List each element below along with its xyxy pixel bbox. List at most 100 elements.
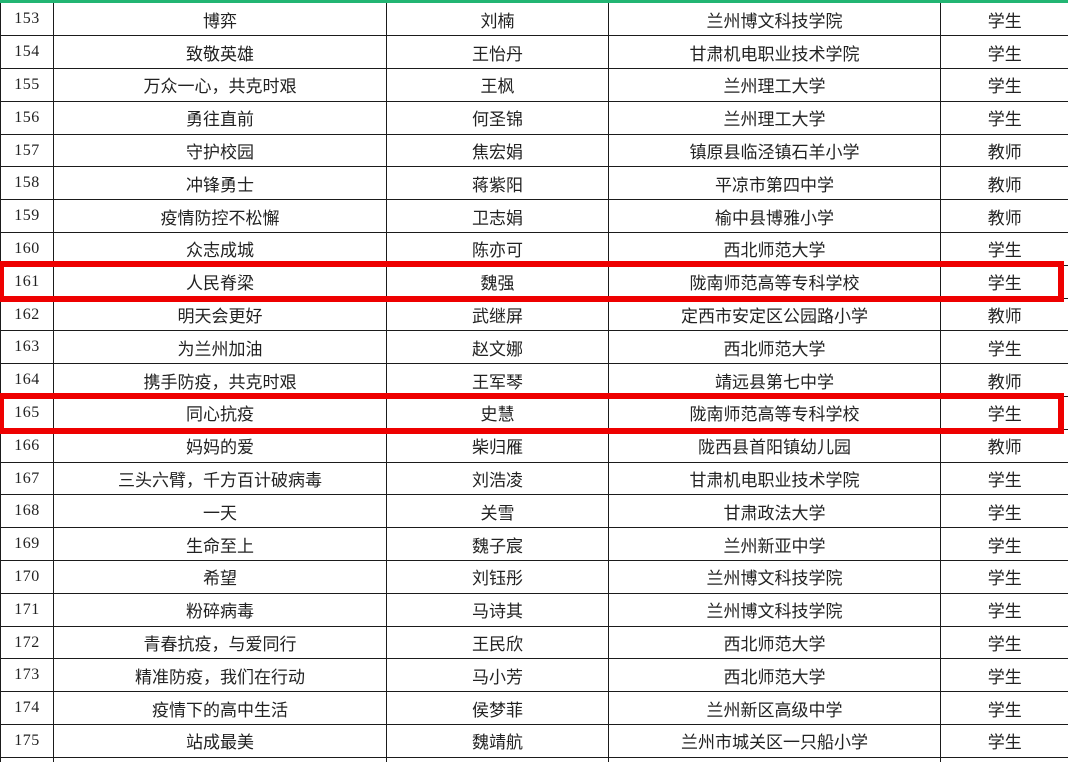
cell-school: 西北师范大学: [608, 232, 941, 266]
cell-name: 焦宏娟: [386, 133, 609, 168]
table-row: 159 疫情防控不松懈 卫志娟 榆中县博雅小学 教师: [0, 199, 1068, 234]
cell-role: 学生: [940, 396, 1068, 430]
cell-school: 陇南师范高等专科学校: [608, 264, 941, 299]
cell-title: [53, 756, 387, 762]
cell-school: 兰州新区高级中学: [608, 691, 941, 726]
cell-school: [608, 756, 941, 762]
cell-name: 赵文娜: [386, 330, 609, 365]
cell-title: 疫情下的高中生活: [53, 691, 387, 726]
cell-school: 甘肃机电职业技术学院: [608, 461, 941, 496]
cell-name: 武继屏: [386, 297, 609, 332]
table-row: 157 守护校园 焦宏娟 镇原县临泾镇石羊小学 教师: [0, 133, 1068, 168]
cell-role: 教师: [940, 363, 1068, 398]
cell-number: 166: [0, 428, 54, 463]
cell-number: 160: [0, 232, 54, 266]
table-row: 173 精准防疫，我们在行动 马小芳 西北师范大学 学生: [0, 658, 1068, 693]
cell-role: 学生: [940, 527, 1068, 562]
cell-title: 妈妈的爱: [53, 428, 387, 463]
cell-role: 学生: [940, 232, 1068, 266]
table-row: 154 致敬英雄 王怡丹 甘肃机电职业技术学院 学生: [0, 35, 1068, 70]
cell-number: 172: [0, 625, 54, 660]
cell-school: 西北师范大学: [608, 330, 941, 365]
cell-name: [386, 756, 609, 762]
cell-title: 携手防疫，共克时艰: [53, 363, 387, 398]
cell-number: 154: [0, 35, 54, 70]
cell-role: 学生: [940, 68, 1068, 102]
table-row: 162 明天会更好 武继屏 定西市安定区公园路小学 教师: [0, 297, 1068, 332]
table-row: 172 青春抗疫，与爱同行 王民欣 西北师范大学 学生: [0, 625, 1068, 660]
cell-number: 175: [0, 724, 54, 758]
cell-number: [0, 756, 54, 762]
cell-title: 众志成城: [53, 232, 387, 266]
cell-school: 甘肃政法大学: [608, 494, 941, 529]
cell-role: 教师: [940, 133, 1068, 168]
cell-number: 159: [0, 199, 54, 234]
cell-school: 陇西县首阳镇幼儿园: [608, 428, 941, 463]
cell-role: 学生: [940, 625, 1068, 660]
cell-title: 明天会更好: [53, 297, 387, 332]
cell-name: 魏子宸: [386, 527, 609, 562]
cell-name: 王民欣: [386, 625, 609, 660]
cell-school: 兰州理工大学: [608, 100, 941, 135]
table-row: 155 万众一心，共克时艰 王枫 兰州理工大学 学生: [0, 68, 1068, 102]
cell-role: 教师: [940, 166, 1068, 201]
cell-title: 博弈: [53, 3, 387, 37]
table-row: 163 为兰州加油 赵文娜 西北师范大学 学生: [0, 330, 1068, 365]
table-row: 160 众志成城 陈亦可 西北师范大学 学生: [0, 232, 1068, 266]
cell-name: 马诗其: [386, 592, 609, 627]
cell-school: 定西市安定区公园路小学: [608, 297, 941, 332]
cell-name: 何圣锦: [386, 100, 609, 135]
cell-title: 站成最美: [53, 724, 387, 758]
cell-school: 兰州理工大学: [608, 68, 941, 102]
cell-name: 刘钰彤: [386, 560, 609, 594]
cell-school: 甘肃机电职业技术学院: [608, 35, 941, 70]
cell-school: 榆中县博雅小学: [608, 199, 941, 234]
cell-role: 教师: [940, 428, 1068, 463]
cell-number: 164: [0, 363, 54, 398]
cell-number: 157: [0, 133, 54, 168]
cell-role: 学生: [940, 691, 1068, 726]
cell-role: 教师: [940, 297, 1068, 332]
cell-name: 史慧: [386, 396, 609, 430]
cell-number: 155: [0, 68, 54, 102]
table-row: 169 生命至上 魏子宸 兰州新亚中学 学生: [0, 527, 1068, 562]
cell-role: 学生: [940, 658, 1068, 693]
cell-title: 一天: [53, 494, 387, 529]
entries-table: 153 博弈 刘楠 兰州博文科技学院 学生 154 致敬英雄 王怡丹 甘肃机电职…: [0, 3, 1068, 762]
cell-number: 168: [0, 494, 54, 529]
cell-school: 兰州博文科技学院: [608, 592, 941, 627]
cell-number: 165: [0, 396, 54, 430]
cell-name: 王枫: [386, 68, 609, 102]
cell-title: 希望: [53, 560, 387, 594]
cell-number: 156: [0, 100, 54, 135]
cell-name: 陈亦可: [386, 232, 609, 266]
cell-title: 精准防疫，我们在行动: [53, 658, 387, 693]
cell-number: 173: [0, 658, 54, 693]
cell-name: 魏强: [386, 264, 609, 299]
table-row: 165 同心抗疫 史慧 陇南师范高等专科学校 学生: [0, 396, 1068, 430]
table-row: 175 站成最美 魏靖航 兰州市城关区一只船小学 学生: [0, 724, 1068, 758]
cell-number: 162: [0, 297, 54, 332]
cell-school: 靖远县第七中学: [608, 363, 941, 398]
cell-role: 学生: [940, 461, 1068, 496]
cell-number: 174: [0, 691, 54, 726]
cell-name: 魏靖航: [386, 724, 609, 758]
table-row: 174 疫情下的高中生活 侯梦菲 兰州新区高级中学 学生: [0, 691, 1068, 726]
cell-number: 170: [0, 560, 54, 594]
cell-name: 柴归雁: [386, 428, 609, 463]
cell-number: 171: [0, 592, 54, 627]
cell-school: 西北师范大学: [608, 658, 941, 693]
cell-role: 学生: [940, 35, 1068, 70]
cell-title: 粉碎病毒: [53, 592, 387, 627]
cell-role: 学生: [940, 494, 1068, 529]
cell-title: 守护校园: [53, 133, 387, 168]
cell-school: 镇原县临泾镇石羊小学: [608, 133, 941, 168]
cell-title: 同心抗疫: [53, 396, 387, 430]
cell-number: 161: [0, 264, 54, 299]
table-row: 166 妈妈的爱 柴归雁 陇西县首阳镇幼儿园 教师: [0, 428, 1068, 463]
cell-role: 教师: [940, 199, 1068, 234]
cell-school: 平凉市第四中学: [608, 166, 941, 201]
cell-number: 158: [0, 166, 54, 201]
cell-title: 致敬英雄: [53, 35, 387, 70]
